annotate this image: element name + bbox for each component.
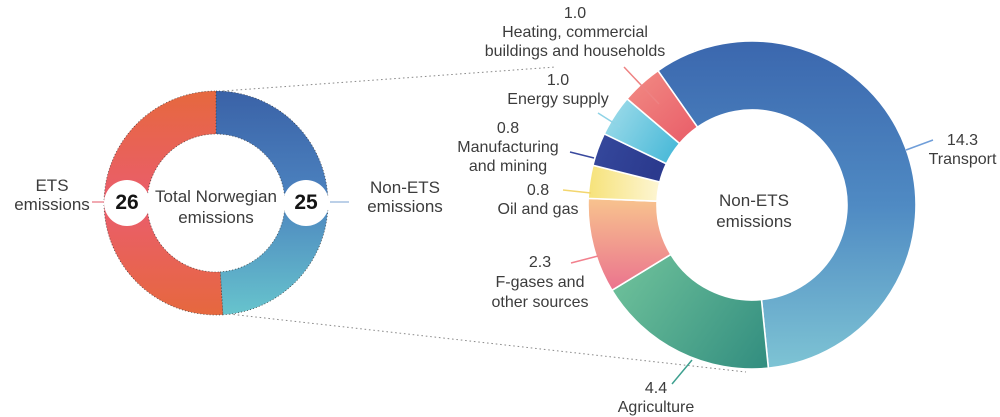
oil-value: 0.8: [526, 182, 550, 199]
label-energy-supply: 1.0 Energy supply: [478, 71, 638, 109]
heating-line1: Heating, commercial: [502, 24, 648, 41]
fgases-value: 2.3: [528, 254, 552, 271]
small-center-line1: Total Norwegian: [155, 187, 277, 206]
label-nonets-line2: emissions: [367, 197, 443, 216]
transport-line1: Transport: [928, 151, 997, 168]
energy-line1: Energy supply: [507, 91, 609, 108]
label-f-gases: 2.3 F-gases and other sources: [460, 253, 620, 313]
nonets-value-badge: 25: [283, 180, 329, 226]
manufacturing-value: 0.8: [496, 120, 520, 137]
label-ets-line2: emissions: [14, 195, 90, 214]
agriculture-value: 4.4: [644, 380, 668, 397]
zoom-guide-dotted-line-3: [228, 313, 747, 373]
connector-oil-and-gas: [562, 189, 592, 194]
large-donut-center-label: Non-ETS emissions: [684, 190, 824, 232]
label-heating: 1.0 Heating, commercial buildings and ho…: [455, 4, 695, 61]
transport-value: 14.3: [946, 132, 979, 149]
large-center-line2: emissions: [716, 212, 792, 231]
large-center-line1: Non-ETS: [719, 191, 789, 210]
small-donut-center-label: Total Norwegian emissions: [136, 186, 296, 228]
label-ets-emissions: ETS emissions: [2, 176, 102, 214]
zoom-guide-dotted-line-1: [222, 66, 557, 92]
connector-transport: [905, 139, 934, 151]
connector-manufacturing-and-mining: [569, 151, 595, 159]
slice-ets-emissions: [103, 90, 224, 316]
label-agriculture: 4.4 Agriculture: [576, 379, 736, 417]
heating-value: 1.0: [563, 5, 587, 22]
oil-line1: Oil and gas: [497, 201, 579, 218]
connector-f-gases-and-other-sources: [570, 255, 599, 264]
connector-energy-supply: [597, 112, 621, 128]
agriculture-line1: Agriculture: [617, 399, 695, 416]
manufacturing-line1: Manufacturing: [457, 139, 559, 156]
label-nonets-line1: Non-ETS: [370, 178, 440, 197]
ets-value-badge: 26: [104, 180, 150, 226]
small-center-line2: emissions: [178, 208, 254, 227]
fgases-line1: F-gases and: [495, 274, 585, 291]
energy-value: 1.0: [546, 72, 570, 89]
connector-heating-commercial-buildings-and-households: [623, 66, 660, 105]
slice-transport: [657, 40, 917, 369]
label-transport: 14.3 Transport: [885, 131, 1000, 169]
connector-agriculture: [671, 359, 693, 385]
heating-line2: buildings and households: [484, 43, 666, 60]
fgases-line2: other sources: [491, 294, 589, 311]
slice-non-ets-emissions: [215, 90, 329, 316]
manufacturing-line2: and mining: [468, 158, 548, 175]
label-oil-and-gas: 0.8 Oil and gas: [458, 181, 618, 219]
label-nonets-emissions: Non-ETS emissions: [345, 178, 465, 216]
label-ets-line1: ETS: [35, 176, 69, 195]
label-manufacturing: 0.8 Manufacturing and mining: [428, 119, 588, 176]
